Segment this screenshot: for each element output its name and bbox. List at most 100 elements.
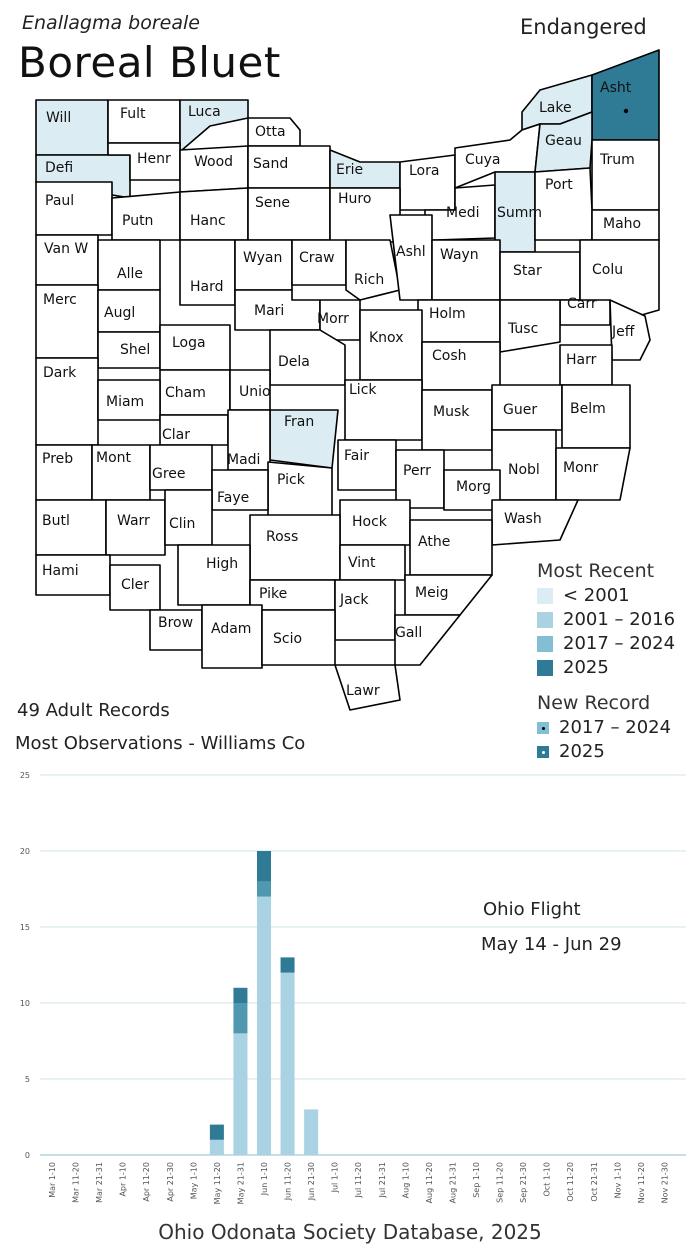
county-label-hanc: Hanc bbox=[190, 213, 226, 229]
county-label-colu: Colu bbox=[592, 262, 623, 278]
county-adam bbox=[201, 604, 263, 669]
county-label-otta: Otta bbox=[255, 124, 286, 140]
county-label-athe: Athe bbox=[418, 534, 450, 550]
x-tick-label: Jun 1-10 bbox=[260, 1162, 269, 1196]
x-tick-label: Apr 11-20 bbox=[142, 1162, 151, 1202]
county-label-dark: Dark bbox=[43, 365, 77, 381]
county-label-port: Port bbox=[545, 177, 573, 193]
county-ross bbox=[249, 514, 341, 581]
legend-new-record-label: 2017 – 2024 bbox=[559, 717, 672, 738]
legend-new-record-label: 2025 bbox=[559, 741, 605, 762]
county-label-harr: Harr bbox=[566, 352, 597, 368]
county-label-lawr: Lawr bbox=[346, 683, 380, 699]
data-source-footer: Ohio Odonata Society Database, 2025 bbox=[158, 1220, 542, 1244]
county-tusc bbox=[499, 299, 561, 353]
county-lawr bbox=[334, 664, 401, 711]
county-label-henr: Henr bbox=[137, 151, 171, 167]
bar-segment bbox=[257, 881, 271, 897]
x-tick-label: Nov 21-30 bbox=[660, 1162, 669, 1203]
county-label-loga: Loga bbox=[172, 335, 206, 351]
county-label-perr: Perr bbox=[403, 463, 431, 479]
legend-most-recent-label: 2025 bbox=[563, 657, 609, 678]
legend-most-recent-item: 2017 – 2024 bbox=[537, 633, 675, 654]
county-label-rich: Rich bbox=[354, 272, 384, 288]
county-label-vint: Vint bbox=[348, 555, 376, 571]
county-label-cuya: Cuya bbox=[465, 152, 501, 168]
county-label-clin: Clin bbox=[169, 516, 195, 532]
legend-most-recent-swatch bbox=[537, 659, 553, 676]
x-tick-label: Jul 21-31 bbox=[378, 1162, 387, 1198]
legend-most-recent-swatch bbox=[537, 611, 553, 628]
y-tick-label: 15 bbox=[20, 923, 30, 932]
x-tick-label: Jul 11-20 bbox=[354, 1162, 363, 1198]
x-tick-label: Apr 21-30 bbox=[166, 1162, 175, 1202]
bar-segment bbox=[233, 1033, 248, 1155]
county-label-knox: Knox bbox=[369, 330, 403, 346]
x-tick-label: Mar 21-31 bbox=[95, 1162, 104, 1203]
county-label-augl: Augl bbox=[104, 305, 135, 321]
county-label-sene: Sene bbox=[255, 195, 290, 211]
legend-new-record-swatch bbox=[537, 721, 549, 734]
legend-most-recent-swatch bbox=[537, 587, 553, 604]
county-label-cler: Cler bbox=[121, 577, 149, 593]
flight-annotation-title: Ohio Flight bbox=[483, 899, 581, 920]
bar-segment bbox=[280, 957, 295, 973]
legend-new-record: New Record 2017 – 2024 2025 bbox=[537, 692, 671, 762]
county-will bbox=[35, 99, 109, 156]
x-tick-label: Apr 1-10 bbox=[119, 1162, 128, 1197]
county-label-fult: Fult bbox=[120, 106, 146, 122]
county-label-high: High bbox=[206, 556, 238, 572]
x-tick-label: Sep 21-30 bbox=[519, 1162, 528, 1203]
x-tick-label: Aug 21-31 bbox=[448, 1162, 457, 1203]
record-dot-icon bbox=[542, 726, 545, 730]
county-gall bbox=[394, 614, 461, 666]
county-label-warr: Warr bbox=[117, 513, 150, 529]
ohio-county-map: Will Fult Luca Otta Lake Asht Defi Henr Wood Sand… bbox=[35, 49, 660, 711]
x-tick-label: Sep 1-10 bbox=[472, 1162, 481, 1198]
county-label-alle: Alle bbox=[117, 266, 143, 282]
x-tick-label: Mar 1-10 bbox=[48, 1162, 57, 1198]
county-otta bbox=[247, 117, 301, 147]
x-tick-label: Jun 21-30 bbox=[307, 1162, 316, 1201]
y-tick-label: 0 bbox=[25, 1151, 30, 1160]
legend-most-recent-item: 2025 bbox=[537, 657, 675, 678]
county-label-butl: Butl bbox=[42, 513, 70, 529]
legend-most-recent-label: 2017 – 2024 bbox=[563, 633, 676, 654]
county-label-fran: Fran bbox=[284, 414, 314, 430]
county-label-clar: Clar bbox=[162, 427, 190, 443]
county-label-erie: Erie bbox=[336, 162, 363, 178]
bar-segment bbox=[280, 972, 295, 1155]
bar-segment bbox=[257, 896, 271, 1155]
bar-segment bbox=[209, 1124, 224, 1140]
most-observations: Most Observations - Williams Co bbox=[15, 733, 306, 754]
y-tick-label: 5 bbox=[25, 1075, 30, 1084]
county-label-asht: Asht bbox=[600, 80, 632, 96]
species-latin-name: Enallagma boreale bbox=[22, 12, 200, 34]
county-label-wash: Wash bbox=[504, 511, 542, 527]
legend-most-recent-swatch bbox=[537, 635, 553, 652]
legend-most-recent-item: < 2001 bbox=[537, 585, 675, 606]
county-label-geau: Geau bbox=[545, 133, 582, 149]
legend-new-record-item: 2017 – 2024 bbox=[537, 717, 671, 738]
county-label-hard: Hard bbox=[190, 279, 224, 295]
county-monr bbox=[555, 447, 631, 501]
county-label-madi: Madi bbox=[227, 452, 260, 468]
county-label-star: Star bbox=[513, 263, 542, 279]
x-tick-label: Mar 11-20 bbox=[72, 1162, 81, 1203]
county-label-morr: Morr bbox=[317, 311, 349, 327]
county-label-meig: Meig bbox=[415, 585, 448, 601]
county-label-summ: Summ bbox=[497, 205, 542, 221]
county-label-guer: Guer bbox=[503, 402, 537, 418]
county-label-tusc: Tusc bbox=[507, 321, 538, 337]
county-label-dela: Dela bbox=[278, 354, 310, 370]
x-tick-label: Oct 21-31 bbox=[590, 1162, 599, 1202]
county-label-merc: Merc bbox=[43, 292, 77, 308]
county-label-carr: Carr bbox=[567, 296, 597, 312]
legend-most-recent-label: 2001 – 2016 bbox=[563, 609, 676, 630]
county-label-wayn: Wayn bbox=[440, 247, 479, 263]
species-common-name: Boreal Bluet bbox=[18, 38, 281, 87]
county-label-nobl: Nobl bbox=[508, 462, 540, 478]
county-label-van-w: Van W bbox=[44, 241, 88, 257]
y-tick-label: 20 bbox=[20, 847, 30, 856]
county-label-unio: Unio bbox=[239, 384, 271, 400]
